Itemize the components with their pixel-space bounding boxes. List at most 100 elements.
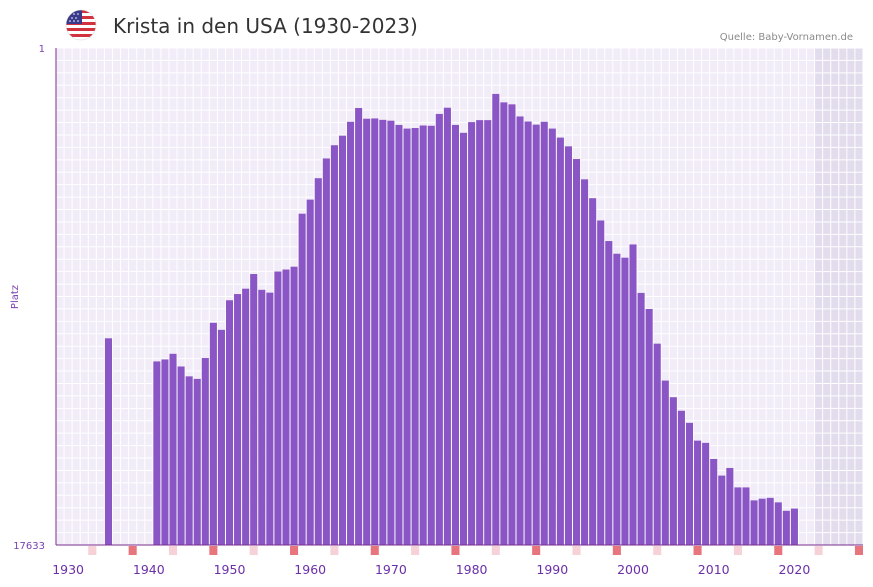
x-tick-label-1960: 1960 bbox=[294, 562, 326, 577]
bar-1981: 1981: 2560 bbox=[476, 120, 484, 545]
bar-1946: 1946: 11740 bbox=[193, 378, 201, 545]
x-tick-label-1930: 1930 bbox=[52, 562, 84, 577]
x-tick-label-1980: 1980 bbox=[456, 562, 488, 577]
bar-1997: 1997: 6850 bbox=[605, 241, 613, 545]
bar-2010: 2010: 14580 bbox=[710, 458, 718, 545]
bar-1953: 1953: 8020 bbox=[250, 274, 258, 545]
bar-2008: 2008: 13930 bbox=[694, 440, 702, 545]
bar-1979: 1979: 3010 bbox=[460, 132, 468, 545]
marker-light-1943 bbox=[168, 546, 178, 555]
bar-2012: 2012: 14900 bbox=[726, 467, 734, 545]
grid bbox=[55, 47, 864, 546]
marker-light-2023 bbox=[814, 546, 823, 555]
axes bbox=[55, 48, 863, 546]
bar-2011: 2011: 15170 bbox=[718, 475, 726, 545]
marker-1988 bbox=[532, 546, 541, 555]
bar-2019: 2019: 16420 bbox=[782, 510, 790, 545]
bar-1959: 1959: 5880 bbox=[298, 213, 306, 546]
bar-1988: 1988: 2720 bbox=[532, 124, 540, 545]
marker-light-1953 bbox=[249, 546, 258, 555]
bar-2017: 2017: 15960 bbox=[766, 497, 774, 545]
bar-1998: 1998: 7300 bbox=[613, 253, 621, 545]
bar-2005: 2005: 12390 bbox=[669, 397, 677, 545]
bars: 1935: 10300 1941: 111201942: 110501943: 1… bbox=[104, 93, 798, 546]
marker-1948 bbox=[209, 546, 218, 555]
chart-title: Krista in den USA (1930-2023) bbox=[113, 14, 418, 38]
marker-light-1963 bbox=[330, 546, 339, 555]
bar-1987: 1987: 2610 bbox=[524, 121, 532, 545]
bar-1982: 1982: 2560 bbox=[484, 120, 492, 545]
x-tick-label-1940: 1940 bbox=[133, 562, 165, 577]
decade-markers bbox=[88, 546, 863, 555]
marker-light-1993 bbox=[572, 546, 581, 555]
bar-1956: 1956: 7930 bbox=[274, 271, 282, 545]
bar-1962: 1962: 3920 bbox=[322, 158, 330, 545]
bar-1947: 1947: 11000 bbox=[201, 358, 209, 545]
bar-1994: 1994: 4660 bbox=[581, 179, 589, 546]
bar-1984: 1984: 1930 bbox=[500, 102, 508, 545]
bar-1971: 1971: 2730 bbox=[395, 124, 403, 546]
bar-1978: 1978: 2730 bbox=[451, 124, 459, 546]
bar-1967: 1967: 2510 bbox=[363, 118, 371, 545]
bar-2001: 2001: 8690 bbox=[637, 292, 645, 545]
bar-2015: 2015: 16050 bbox=[750, 500, 758, 545]
y-axis-label: Platz bbox=[10, 285, 21, 309]
bar-2009: 2009: 14010 bbox=[702, 442, 710, 545]
marker-light-1973 bbox=[411, 546, 420, 555]
bar-1958: 1958: 7760 bbox=[290, 266, 298, 545]
x-tick-label-1950: 1950 bbox=[214, 562, 246, 577]
marker-1968 bbox=[370, 546, 379, 555]
bar-1976: 1976: 2340 bbox=[435, 113, 443, 545]
bar-2006: 2006: 12870 bbox=[677, 410, 685, 545]
bar-1968: 1968: 2500 bbox=[371, 118, 379, 545]
bar-1972: 1972: 2860 bbox=[403, 128, 411, 545]
bar-1973: 1973: 2840 bbox=[411, 128, 419, 545]
marker-1958 bbox=[290, 546, 299, 555]
bar-1977: 1977: 2120 bbox=[443, 107, 451, 546]
bar-1983: 1983: 1630 bbox=[492, 93, 500, 546]
bar-1980: 1980: 2630 bbox=[468, 122, 476, 545]
bar-1954: 1954: 8580 bbox=[258, 289, 266, 545]
x-tick-label-2000: 2000 bbox=[617, 562, 649, 577]
bar-1995: 1995: 5330 bbox=[589, 198, 597, 546]
y-tick-label-top: 1 bbox=[39, 44, 45, 55]
marker-light-2013 bbox=[733, 546, 742, 555]
bar-1941: 1941: 11120 bbox=[153, 361, 161, 545]
bar-1961: 1961: 4620 bbox=[314, 178, 322, 545]
bar-1935: 1935: 10300 bbox=[104, 338, 112, 545]
bar-1991: 1991: 3180 bbox=[556, 137, 564, 545]
bar-1965: 1965: 2620 bbox=[347, 121, 355, 546]
marker-light-1933 bbox=[88, 546, 97, 555]
y-tick-label-bottom: 17633 bbox=[13, 541, 45, 552]
marker-light-1983 bbox=[491, 546, 500, 555]
bar-1943: 1943: 10850 bbox=[169, 353, 177, 545]
x-tick-label-1970: 1970 bbox=[375, 562, 407, 577]
bar-2016: 2016: 15990 bbox=[758, 498, 766, 545]
bar-1952: 1952: 8540 bbox=[242, 288, 250, 545]
bar-2013: 2013: 15590 bbox=[734, 487, 742, 545]
x-ticks: 1930 1940 1950 1960 1970 1980 1990 2000 2010 2020 bbox=[52, 562, 810, 577]
marker-1978 bbox=[451, 546, 460, 555]
bar-1950: 1950: 8950 bbox=[225, 300, 234, 545]
x-tick-label-1990: 1990 bbox=[536, 562, 568, 577]
bar-2000: 2000: 6970 bbox=[629, 244, 637, 545]
bar-2014: 2014: 15590 bbox=[742, 487, 750, 545]
bar-2018: 2018: 16120 bbox=[774, 502, 782, 545]
bar-1942: 1942: 11050 bbox=[161, 359, 169, 545]
bar-1992: 1992: 3490 bbox=[564, 146, 572, 545]
bar-1969: 1969: 2550 bbox=[379, 119, 387, 546]
bar-1945: 1945: 11650 bbox=[185, 376, 193, 545]
bar-1966: 1966: 2130 bbox=[355, 108, 363, 545]
bar-1944: 1944: 11300 bbox=[177, 366, 185, 545]
x-tick-label-2020: 2020 bbox=[778, 562, 810, 577]
bar-1986: 1986: 2430 bbox=[516, 116, 524, 545]
bar-2004: 2004: 11800 bbox=[661, 380, 669, 545]
marker-2028 bbox=[854, 546, 863, 555]
marker-1938 bbox=[128, 546, 137, 555]
bar-1955: 1955: 8680 bbox=[266, 292, 274, 545]
bar-1949: 1949: 10000 bbox=[217, 329, 225, 545]
us-flag-icon bbox=[65, 9, 97, 41]
bar-1960: 1960: 5380 bbox=[306, 199, 314, 546]
bar-1990: 1990: 2860 bbox=[548, 128, 556, 545]
